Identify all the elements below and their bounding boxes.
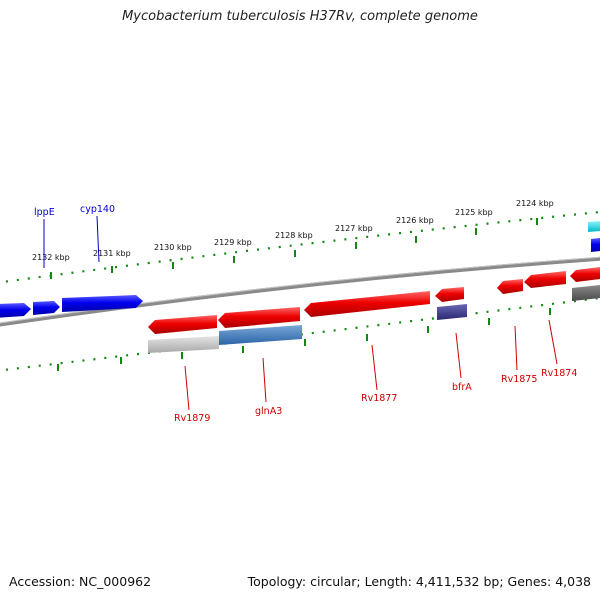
- gene-arrow-forward[interactable]: [591, 238, 600, 252]
- gene-label: bfrA: [452, 382, 472, 393]
- gene-arrow-reverse[interactable]: [435, 287, 464, 302]
- gene-arrow-reverse[interactable]: [304, 291, 430, 317]
- forward-genes: [0, 221, 600, 318]
- ruler-label: 2128 kbp: [275, 231, 313, 240]
- gene-label: Rv1874: [541, 368, 577, 379]
- gene-arrow-forward[interactable]: [33, 301, 60, 315]
- inner-ruler-ticks: [57, 308, 551, 371]
- gene-label: Rv1875: [501, 374, 537, 385]
- genome-title: Mycobacterium tuberculosis H37Rv, comple…: [122, 9, 478, 24]
- feature-bar[interactable]: [148, 336, 219, 353]
- gene-leader-line: [548, 319, 558, 365]
- outer-ruler: [0, 210, 600, 284]
- ruler-label: 2126 kbp: [396, 216, 434, 225]
- gene-arrow-forward[interactable]: [0, 303, 31, 318]
- gene-label: Rv1877: [361, 393, 397, 404]
- gene-arrow-reverse[interactable]: [218, 307, 300, 328]
- ruler-label: 2131 kbp: [93, 249, 131, 258]
- gene-leader-line: [184, 365, 190, 411]
- feature-bar[interactable]: [219, 325, 302, 345]
- gene-label: lppE: [34, 207, 55, 218]
- ruler-label: 2130 kbp: [154, 243, 192, 252]
- gene-leader-line: [96, 215, 100, 263]
- genome-backbone: [0, 256, 600, 327]
- gene-leader-line: [455, 332, 462, 379]
- ruler-label: 2132 kbp: [32, 253, 70, 262]
- feature-bars: [148, 285, 600, 353]
- genome-summary-text: Topology: circular; Length: 4,411,532 bp…: [247, 574, 591, 589]
- feature-bar[interactable]: [572, 285, 600, 301]
- ruler-label: 2124 kbp: [516, 199, 554, 208]
- gene-arrow-forward[interactable]: [62, 295, 143, 312]
- gene-arrow-forward[interactable]: [588, 221, 600, 232]
- gene-label: cyp140: [80, 204, 115, 215]
- feature-bar[interactable]: [437, 304, 467, 320]
- ruler-label: 2127 kbp: [335, 224, 373, 233]
- ruler-label: 2129 kbp: [214, 238, 252, 247]
- gene-leader-line: [262, 357, 267, 403]
- gene-label: Rv1879: [174, 413, 210, 424]
- gene-arrow-reverse[interactable]: [524, 271, 566, 288]
- accession-text: Accession: NC_000962: [9, 574, 152, 589]
- gene-leader-line: [514, 325, 518, 371]
- outer-ruler-ticks: [50, 218, 538, 279]
- gene-arrow-reverse[interactable]: [497, 279, 523, 294]
- gene-leader-line: [371, 344, 378, 391]
- ruler-label: 2125 kbp: [455, 208, 493, 217]
- gene-label: glnA3: [255, 406, 282, 417]
- gene-arrow-reverse[interactable]: [148, 315, 217, 334]
- genome-backbone-highlight: [0, 256, 600, 324]
- gene-arrow-reverse[interactable]: [570, 267, 600, 282]
- reverse-genes: [148, 267, 600, 334]
